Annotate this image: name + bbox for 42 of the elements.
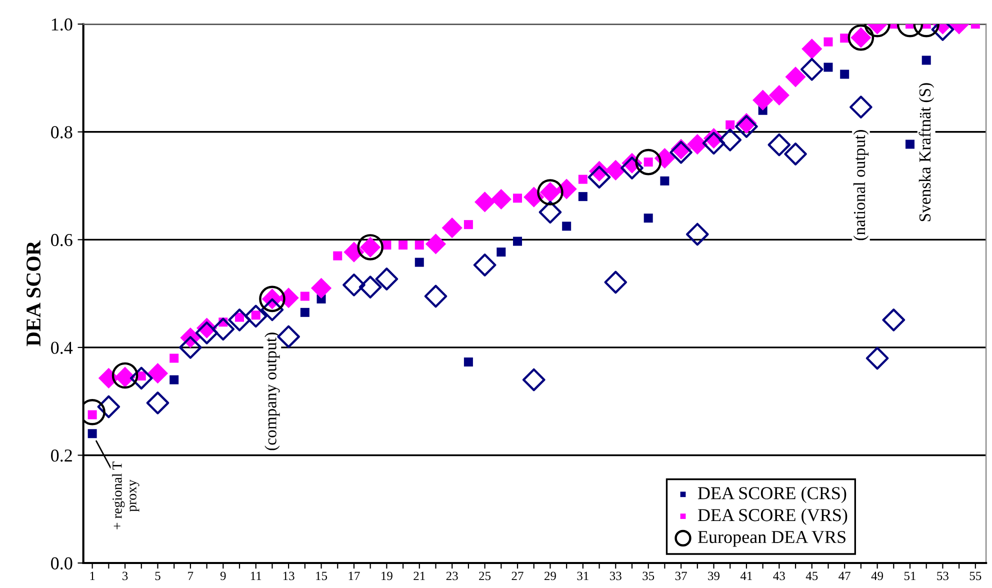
x-tick-label: 33 — [610, 572, 622, 580]
x-tick-label: 27 — [512, 572, 524, 580]
annotation: (company output) — [264, 332, 280, 450]
x-tick-label: 51 — [904, 572, 916, 580]
x-tick-label: 7 — [188, 572, 194, 580]
y-tick-label: 0.8 — [51, 126, 72, 138]
x-tick-label: 37 — [675, 572, 687, 580]
y-tick-label: 0.4 — [51, 342, 73, 354]
x-tick-label: 23 — [446, 572, 458, 580]
x-tick-label: 49 — [871, 572, 884, 580]
y-tick-label: 0.6 — [51, 234, 72, 246]
x-tick-label: 17 — [348, 572, 360, 580]
y-tick-label: 1.0 — [52, 18, 72, 31]
x-tick-label: 21 — [414, 572, 425, 580]
legend-label: DEA SCORE (VRS) — [698, 508, 848, 525]
annotation: (national output) — [853, 130, 868, 240]
x-tick-label: 55 — [970, 572, 982, 580]
x-tick-label: 39 — [708, 572, 720, 580]
annotation: + regional T proxy — [112, 462, 140, 530]
x-tick-label: 43 — [773, 572, 785, 580]
x-tick-label: 31 — [577, 572, 588, 580]
x-tick-label: 1 — [90, 572, 95, 580]
x-tick-label: 13 — [283, 572, 294, 580]
x-tick-label: 29 — [544, 572, 556, 580]
x-tick-label: 35 — [642, 572, 654, 580]
x-tick-label: 19 — [382, 572, 392, 580]
x-tick-label: 3 — [122, 572, 128, 580]
x-tick-label: 53 — [937, 572, 948, 580]
x-tick-label: 9 — [220, 572, 226, 580]
x-tick-label: 41 — [740, 572, 752, 580]
x-tick-label: 45 — [806, 572, 818, 580]
x-tick-label: 11 — [250, 572, 262, 580]
y-tick-label: 0.2 — [51, 449, 72, 462]
y-tick-label: 0.0 — [51, 557, 72, 570]
legend-label: European DEA VRS — [698, 530, 846, 547]
y-axis-title: DEA SCOR — [26, 240, 41, 346]
annotation: Svenska Kraftnät (S) — [918, 83, 934, 222]
x-tick-label: 25 — [479, 572, 491, 580]
x-tick-label: 15 — [316, 572, 328, 580]
x-tick-label: 47 — [838, 572, 850, 580]
legend-label: DEA SCORE (CRS) — [698, 486, 846, 503]
x-tick-label: 5 — [155, 572, 160, 580]
